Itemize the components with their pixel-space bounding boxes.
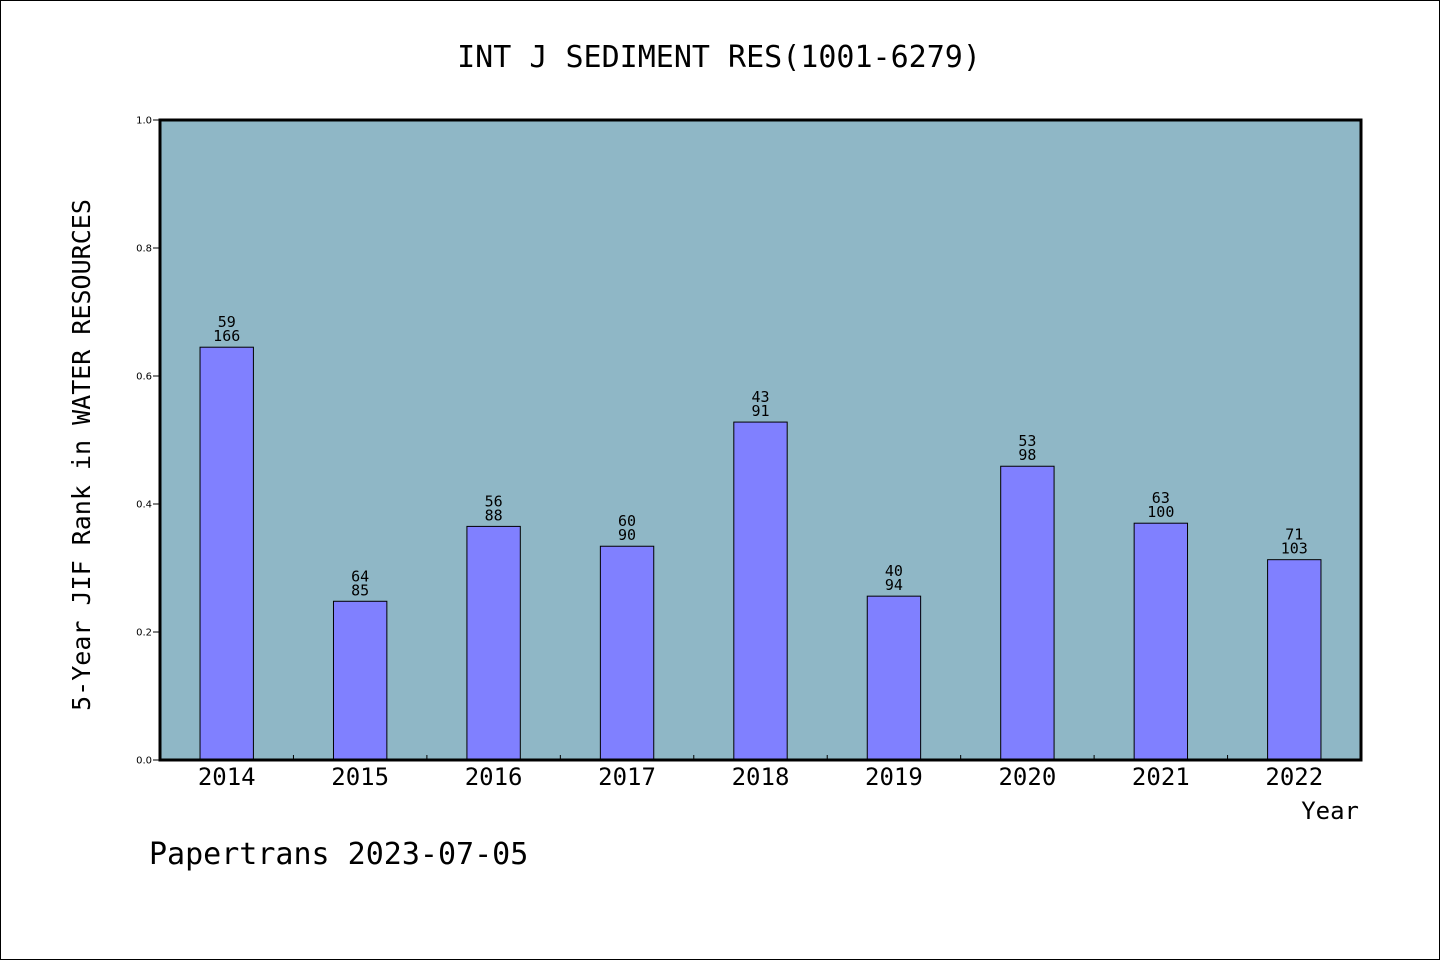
bar-rank-label: 60 — [618, 512, 636, 530]
x-tick-label: 2018 — [732, 763, 790, 791]
bar-rank-label: 40 — [885, 562, 903, 580]
bar-rank-label: 71 — [1285, 526, 1303, 544]
chart-title: INT J SEDIMENT RES(1001-6279) — [457, 40, 981, 75]
bar-2015 — [332, 600, 388, 761]
y-tick-label: 0.6 — [136, 372, 152, 383]
y-axis-label: 5-Year JIF Rank in WATER RESOURCES — [67, 199, 96, 711]
bar-total-label: 94 — [885, 576, 903, 594]
bar-2014 — [199, 346, 254, 761]
bar-2019 — [866, 595, 922, 761]
y-axis: 0.0 0.2 0.4 0.6 0.8 1.0 — [136, 116, 160, 767]
bar-rank-label: 64 — [351, 567, 369, 585]
x-axis-label: Year — [1301, 797, 1359, 825]
x-tick-label: 2021 — [1132, 763, 1190, 791]
x-tick-label: 2015 — [331, 763, 389, 791]
y-tick-label: 0.2 — [136, 628, 152, 639]
bar-total-label: 100 — [1147, 503, 1174, 521]
bar-2017 — [599, 545, 655, 761]
bar-rank-label: 53 — [1018, 432, 1036, 450]
x-tick-label: 2016 — [465, 763, 523, 791]
x-tick-label: 2019 — [865, 763, 923, 791]
x-tick-label: 2014 — [198, 763, 256, 791]
bar-rank-label: 59 — [218, 313, 236, 331]
bar-2022 — [1267, 559, 1322, 761]
footer-credit: Papertrans 2023-07-05 — [149, 837, 528, 872]
bar-total-label: 91 — [751, 402, 769, 420]
y-tick-label: 1.0 — [136, 116, 152, 127]
bar-total-label: 90 — [618, 526, 636, 544]
x-tick-label: 2020 — [998, 763, 1056, 791]
x-tick-label: 2022 — [1265, 763, 1323, 791]
y-tick-label: 0.8 — [136, 244, 152, 255]
x-tick-label: 2017 — [598, 763, 656, 791]
bar-2020 — [1000, 465, 1055, 761]
bar-rank-label: 43 — [751, 388, 769, 406]
bar-2018 — [733, 421, 788, 761]
bar-2016 — [466, 525, 521, 761]
bar-2021 — [1133, 522, 1189, 761]
bar-total-label: 166 — [213, 327, 240, 345]
bar-rank-label: 56 — [485, 492, 503, 510]
bar-rank-label: 63 — [1152, 489, 1170, 507]
bar-total-label: 88 — [485, 506, 503, 524]
bar-total-label: 85 — [351, 581, 369, 599]
y-tick-label: 0.0 — [136, 756, 152, 767]
y-tick-label: 0.4 — [136, 500, 152, 511]
bar-total-label: 98 — [1018, 446, 1036, 464]
x-axis: 2014 2015 2016 2017 2018 2019 2020 2021 2022 — [198, 755, 1323, 791]
plot-frame — [158, 118, 1363, 762]
bar-total-label: 103 — [1281, 540, 1308, 558]
